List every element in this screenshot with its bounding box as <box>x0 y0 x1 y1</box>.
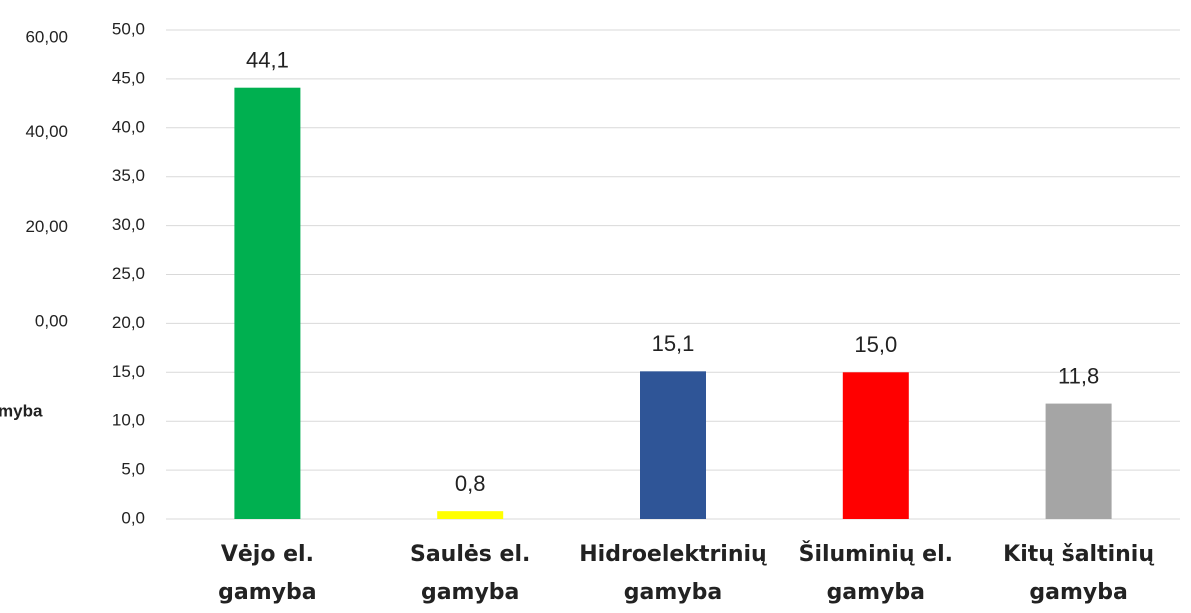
y-tick-label: 0,00 <box>35 311 68 330</box>
x-tick-label: Saulės el. gamyba <box>409 542 531 605</box>
x-tick-label: Kitų šaltinių gamyba <box>1003 542 1155 605</box>
bar <box>1045 403 1112 519</box>
y-tick-label: 5,0 <box>121 460 145 479</box>
y-tick-label: 60,00 <box>25 27 68 46</box>
value-label: 11,8 <box>1058 363 1099 388</box>
y-tick-label: 0,0 <box>121 508 145 527</box>
bar <box>437 511 504 519</box>
x-tick-label: Šiluminių el. gamyba <box>798 542 953 605</box>
axis-fragment-label: myba <box>0 401 43 420</box>
x-tick-label: Vėjo el. gamyba <box>218 542 317 605</box>
value-label: 15,1 <box>652 331 695 356</box>
y-tick-label: 50,0 <box>112 19 145 38</box>
y-tick-label: 20,00 <box>25 217 68 236</box>
y-tick-label: 10,0 <box>112 411 145 430</box>
y-tick-label: 30,0 <box>112 215 145 234</box>
x-tick-label: Hidroelektrinių gamyba <box>579 542 767 605</box>
y-tick-label: 15,0 <box>112 362 145 381</box>
y-tick-label: 20,0 <box>112 313 145 332</box>
bar <box>640 371 706 519</box>
y-tick-label: 25,0 <box>112 264 145 283</box>
value-label: 15,0 <box>854 332 897 357</box>
value-label: 0,8 <box>455 471 486 496</box>
bar <box>234 87 301 520</box>
y-tick-label: 40,00 <box>25 122 68 141</box>
y-tick-label: 40,0 <box>112 117 145 136</box>
value-label: 44,1 <box>246 48 289 73</box>
y-tick-label: 45,0 <box>112 68 145 87</box>
y-tick-label: 35,0 <box>112 166 145 185</box>
bar <box>842 372 909 519</box>
